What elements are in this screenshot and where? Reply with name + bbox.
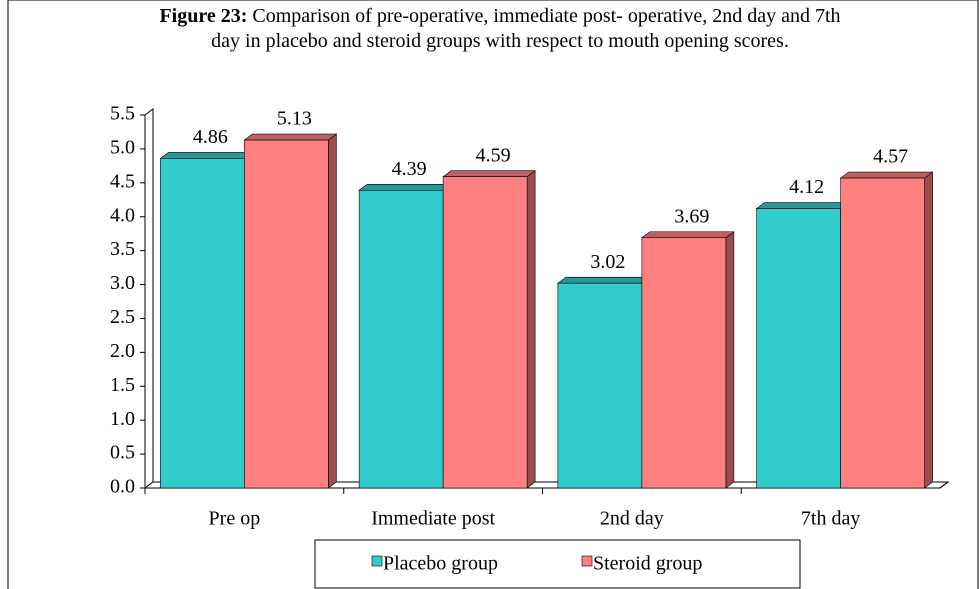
legend-label: Steroid group <box>593 553 702 575</box>
legend-swatch <box>371 555 383 567</box>
y-tick-label: 0.5 <box>110 442 135 464</box>
y-tick-label: 2.5 <box>110 306 135 328</box>
chart-title: Comparison of pre-operative, immediate p… <box>211 5 841 52</box>
bar-top <box>358 183 453 191</box>
value-label: 4.57 <box>873 146 908 168</box>
bar <box>160 158 245 489</box>
value-label: 3.02 <box>590 251 625 273</box>
bar <box>442 176 528 489</box>
bar <box>756 208 841 489</box>
x-tick-label: Immediate post <box>371 508 495 530</box>
x-tick-label: 2nd day <box>600 508 664 530</box>
y-tick-label: 3.0 <box>110 272 135 294</box>
value-label: 4.86 <box>193 126 228 148</box>
figure-label: Figure 23: <box>159 5 248 27</box>
chart-title-block: Figure 23: Comparison of pre-operative, … <box>150 4 850 54</box>
legend-swatch <box>581 555 593 567</box>
back-wall <box>144 108 154 489</box>
bar-top <box>755 202 850 209</box>
y-tick-label: 5.5 <box>110 103 135 125</box>
y-tick-label: 3.5 <box>110 238 135 260</box>
bar-top <box>839 171 934 179</box>
bar-top <box>442 170 537 178</box>
bar-side <box>328 133 337 489</box>
y-tick-label: 4.5 <box>110 170 135 192</box>
bar-side <box>924 171 933 489</box>
x-tick-label: Pre op <box>209 508 261 530</box>
bar-top <box>159 152 254 159</box>
bar <box>840 177 925 489</box>
bar <box>641 237 727 489</box>
frame <box>7 0 979 589</box>
y-tick-label: 1.0 <box>110 408 135 430</box>
bar-top <box>243 133 338 141</box>
bar-side <box>725 231 735 489</box>
y-tick-label: 2.0 <box>110 340 135 362</box>
y-tick-label: 0.0 <box>110 476 135 498</box>
bar-top <box>640 231 735 239</box>
bar-side <box>526 170 536 489</box>
legend-box <box>314 539 801 589</box>
x-axis-end <box>939 481 949 489</box>
value-label: 3.69 <box>674 205 709 227</box>
bar-top <box>556 276 651 284</box>
y-tick-label: 4.0 <box>110 204 135 226</box>
x-tick-label: 7th day <box>801 508 860 530</box>
y-tick-label: 1.5 <box>110 374 135 396</box>
bar <box>244 139 329 489</box>
value-label: 4.59 <box>476 144 511 166</box>
bar <box>557 282 643 489</box>
y-tick-label: 5.0 <box>110 137 135 159</box>
bar <box>358 189 444 489</box>
value-label: 4.39 <box>392 158 427 180</box>
legend-label: Placebo group <box>383 553 498 575</box>
value-label: 4.12 <box>789 176 824 198</box>
value-label: 5.13 <box>277 108 312 130</box>
